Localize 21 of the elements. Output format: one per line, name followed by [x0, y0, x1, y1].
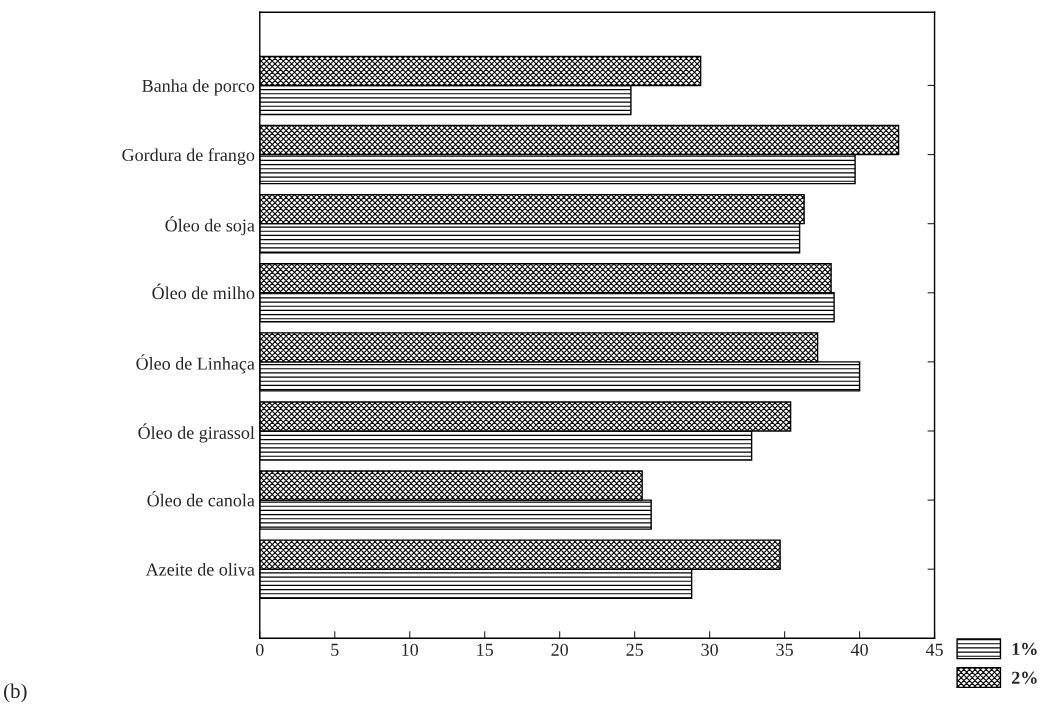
x-tick-label: 5	[331, 643, 339, 656]
x-tick-label: 35	[776, 643, 793, 656]
x-tick-label: 45	[925, 643, 943, 656]
text: (b)	[4, 683, 27, 703]
x-tick-label: 25	[626, 643, 643, 656]
y-tick-label: Óleo de milho	[152, 283, 255, 300]
y-tick-label: Óleo de girassol	[138, 423, 255, 443]
y-tick-label: Óleo de soja	[165, 215, 255, 236]
x-tick-label: 40	[850, 643, 868, 656]
x-tick-label: 15	[477, 643, 494, 656]
x-tick-label: 20	[551, 643, 569, 656]
y-tick-label: Óleo de canola	[147, 490, 255, 507]
y-tick-label: Azeite de oliva	[145, 562, 255, 576]
legend-label: 2%	[1012, 671, 1037, 684]
x-tick-label: 0	[255, 643, 264, 656]
x-tick-label: 10	[402, 643, 419, 656]
y-tick-label: Gordura de frango	[122, 148, 255, 165]
legend-label: 1%	[1012, 642, 1037, 656]
x-tick-label: 30	[701, 643, 718, 656]
y-tick-label: Banha de porco	[142, 79, 255, 96]
y-tick-label: Óleo de Linhaça	[136, 354, 255, 374]
